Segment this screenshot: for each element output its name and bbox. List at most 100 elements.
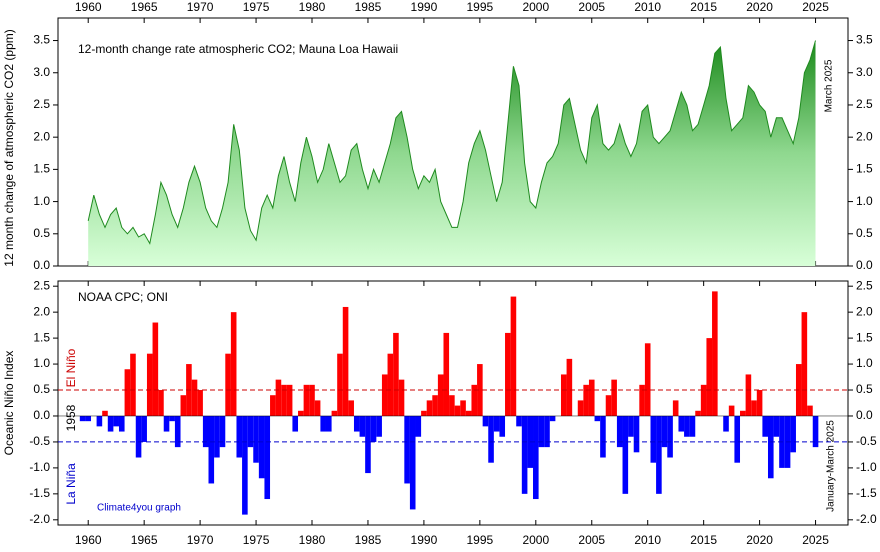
bar [460, 400, 466, 416]
x-tick-label: 2010 [634, 0, 661, 14]
bar [264, 415, 271, 500]
bar [102, 410, 108, 416]
bar [616, 415, 623, 448]
bar [298, 410, 304, 416]
y-tick-label: 2.5 [856, 97, 873, 111]
bar [656, 415, 662, 494]
bar [258, 415, 265, 479]
y-tick-label: -1.0 [856, 460, 877, 474]
y-tick-label: 2.0 [856, 304, 873, 318]
bar [169, 415, 175, 422]
x-tick-label: 2025 [802, 533, 829, 547]
x-tick-label: 2020 [746, 533, 773, 547]
y-tick-label: -2.0 [856, 512, 877, 526]
y-tick-label: 0.0 [33, 408, 50, 422]
x-tick-label: 1965 [131, 533, 158, 547]
x-tick-label: 1990 [411, 0, 438, 14]
bar [236, 415, 243, 458]
bar [477, 364, 483, 416]
x-tick-label: 2025 [802, 0, 829, 14]
bar [202, 415, 209, 448]
bar [253, 415, 259, 463]
side-note: March 2025 [824, 59, 835, 112]
y-tick-label: 3.5 [33, 33, 50, 47]
bar [678, 415, 685, 432]
x-tick-label: 1980 [299, 0, 326, 14]
bar [381, 374, 388, 416]
y-tick-label: 1.5 [33, 330, 50, 344]
bar [85, 415, 92, 422]
bar [230, 312, 237, 416]
x-tick-label: 2005 [578, 533, 605, 547]
bar [605, 395, 612, 416]
y-tick-label: 1.0 [856, 356, 873, 370]
bar [740, 410, 746, 416]
bar [152, 322, 159, 416]
bar [723, 415, 729, 432]
x-tick-label: 2015 [690, 533, 717, 547]
bar [409, 415, 416, 510]
y-tick-label: 0.5 [33, 226, 50, 240]
bar [158, 390, 164, 416]
y-tick-label: 0.5 [856, 382, 873, 396]
bar [689, 415, 696, 437]
x-tick-label: 2005 [578, 0, 605, 14]
bar [421, 410, 427, 416]
bar [566, 358, 573, 416]
bar [684, 415, 690, 437]
x-tick-label: 1995 [467, 0, 494, 14]
bar [560, 374, 567, 416]
bar [370, 415, 377, 442]
bar [756, 390, 763, 416]
area [88, 40, 816, 266]
threshold-label: El Niño [64, 348, 78, 387]
bar [812, 415, 819, 448]
y-tick-label: 2.0 [33, 129, 50, 143]
bar [303, 384, 310, 416]
x-tick-label: 2020 [746, 0, 773, 14]
x-tick-label: 1965 [131, 0, 158, 14]
x-tick-label: 2010 [634, 533, 661, 547]
x-tick-label: 2000 [522, 0, 549, 14]
bar [549, 415, 556, 422]
bar [393, 332, 399, 416]
y-tick-label: 1.5 [856, 330, 873, 344]
bar [449, 395, 455, 416]
bottom-frame [57, 280, 849, 526]
bar [270, 395, 276, 416]
y-tick-label: 2.5 [33, 278, 50, 292]
credit: Climate4you graph [97, 503, 181, 514]
y-tick-label: 1.5 [856, 162, 873, 176]
x-tick-label: 1960 [75, 533, 102, 547]
bar [600, 415, 606, 458]
start-label: 1958 [64, 404, 78, 431]
bar [275, 379, 282, 416]
bar [633, 415, 640, 453]
bar [398, 379, 405, 416]
y-tick-label: 2.0 [33, 304, 50, 318]
bar [611, 379, 617, 416]
x-tick-label: 1985 [355, 0, 382, 14]
bar [667, 415, 673, 458]
bar [437, 374, 444, 416]
x-tick-label: 1960 [75, 0, 102, 14]
bar [309, 384, 315, 416]
bar [807, 405, 813, 416]
bottom-title: NOAA CPC; ONI [78, 290, 168, 304]
bar [644, 343, 651, 416]
x-tick-label: 1975 [243, 0, 270, 14]
threshold-label: La Niña [64, 463, 78, 505]
bar [113, 415, 119, 427]
bar [712, 291, 718, 416]
bar [773, 415, 780, 437]
bar [353, 415, 360, 432]
bar [499, 415, 506, 437]
bar [376, 415, 382, 437]
bar [672, 400, 679, 416]
y-tick-label: -0.5 [29, 434, 50, 448]
x-tick-label: 1980 [299, 533, 326, 547]
x-tick-label: 1970 [187, 0, 214, 14]
bar [404, 415, 410, 484]
bar [107, 415, 114, 432]
bar [197, 390, 203, 416]
